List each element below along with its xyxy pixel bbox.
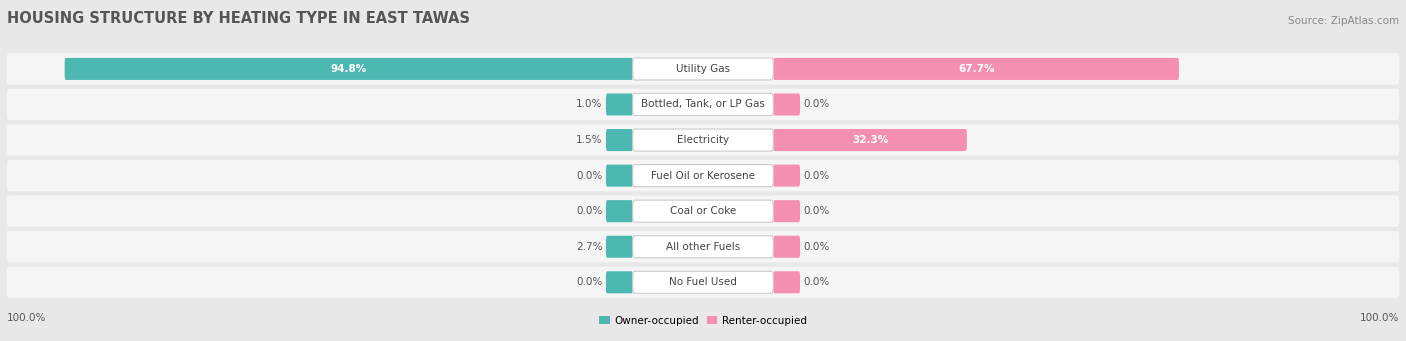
- Text: 0.0%: 0.0%: [803, 100, 830, 109]
- FancyBboxPatch shape: [606, 271, 633, 293]
- Text: 0.0%: 0.0%: [576, 170, 603, 181]
- FancyBboxPatch shape: [65, 58, 633, 80]
- Legend: Owner-occupied, Renter-occupied: Owner-occupied, Renter-occupied: [599, 316, 807, 326]
- FancyBboxPatch shape: [606, 200, 633, 222]
- Text: 0.0%: 0.0%: [576, 277, 603, 287]
- Text: Fuel Oil or Kerosene: Fuel Oil or Kerosene: [651, 170, 755, 181]
- FancyBboxPatch shape: [7, 89, 1399, 120]
- Text: 67.7%: 67.7%: [957, 64, 994, 74]
- Text: 0.0%: 0.0%: [803, 242, 830, 252]
- FancyBboxPatch shape: [633, 200, 773, 222]
- Text: 2.7%: 2.7%: [576, 242, 603, 252]
- FancyBboxPatch shape: [606, 236, 633, 258]
- Text: 1.0%: 1.0%: [576, 100, 603, 109]
- FancyBboxPatch shape: [606, 93, 633, 116]
- Text: Coal or Coke: Coal or Coke: [669, 206, 737, 216]
- Text: Electricity: Electricity: [676, 135, 730, 145]
- FancyBboxPatch shape: [633, 271, 773, 293]
- FancyBboxPatch shape: [773, 129, 967, 151]
- Text: 100.0%: 100.0%: [7, 312, 46, 323]
- FancyBboxPatch shape: [7, 160, 1399, 191]
- Text: Utility Gas: Utility Gas: [676, 64, 730, 74]
- FancyBboxPatch shape: [606, 165, 633, 187]
- FancyBboxPatch shape: [7, 53, 1399, 85]
- FancyBboxPatch shape: [7, 231, 1399, 262]
- FancyBboxPatch shape: [633, 93, 773, 116]
- FancyBboxPatch shape: [773, 165, 800, 187]
- Text: 0.0%: 0.0%: [803, 277, 830, 287]
- Text: Source: ZipAtlas.com: Source: ZipAtlas.com: [1288, 16, 1399, 26]
- Text: HOUSING STRUCTURE BY HEATING TYPE IN EAST TAWAS: HOUSING STRUCTURE BY HEATING TYPE IN EAS…: [7, 11, 470, 26]
- Text: 100.0%: 100.0%: [1360, 312, 1399, 323]
- FancyBboxPatch shape: [7, 267, 1399, 298]
- FancyBboxPatch shape: [606, 129, 633, 151]
- Text: All other Fuels: All other Fuels: [666, 242, 740, 252]
- FancyBboxPatch shape: [633, 58, 773, 80]
- FancyBboxPatch shape: [773, 93, 800, 116]
- Text: Bottled, Tank, or LP Gas: Bottled, Tank, or LP Gas: [641, 100, 765, 109]
- Text: 0.0%: 0.0%: [803, 170, 830, 181]
- Text: 1.5%: 1.5%: [576, 135, 603, 145]
- FancyBboxPatch shape: [7, 195, 1399, 227]
- Text: No Fuel Used: No Fuel Used: [669, 277, 737, 287]
- FancyBboxPatch shape: [773, 58, 1180, 80]
- Text: 32.3%: 32.3%: [852, 135, 889, 145]
- FancyBboxPatch shape: [773, 271, 800, 293]
- FancyBboxPatch shape: [773, 236, 800, 258]
- FancyBboxPatch shape: [633, 129, 773, 151]
- FancyBboxPatch shape: [7, 124, 1399, 156]
- Text: 0.0%: 0.0%: [576, 206, 603, 216]
- FancyBboxPatch shape: [633, 236, 773, 258]
- Text: 94.8%: 94.8%: [330, 64, 367, 74]
- FancyBboxPatch shape: [633, 165, 773, 187]
- Text: 0.0%: 0.0%: [803, 206, 830, 216]
- FancyBboxPatch shape: [773, 200, 800, 222]
